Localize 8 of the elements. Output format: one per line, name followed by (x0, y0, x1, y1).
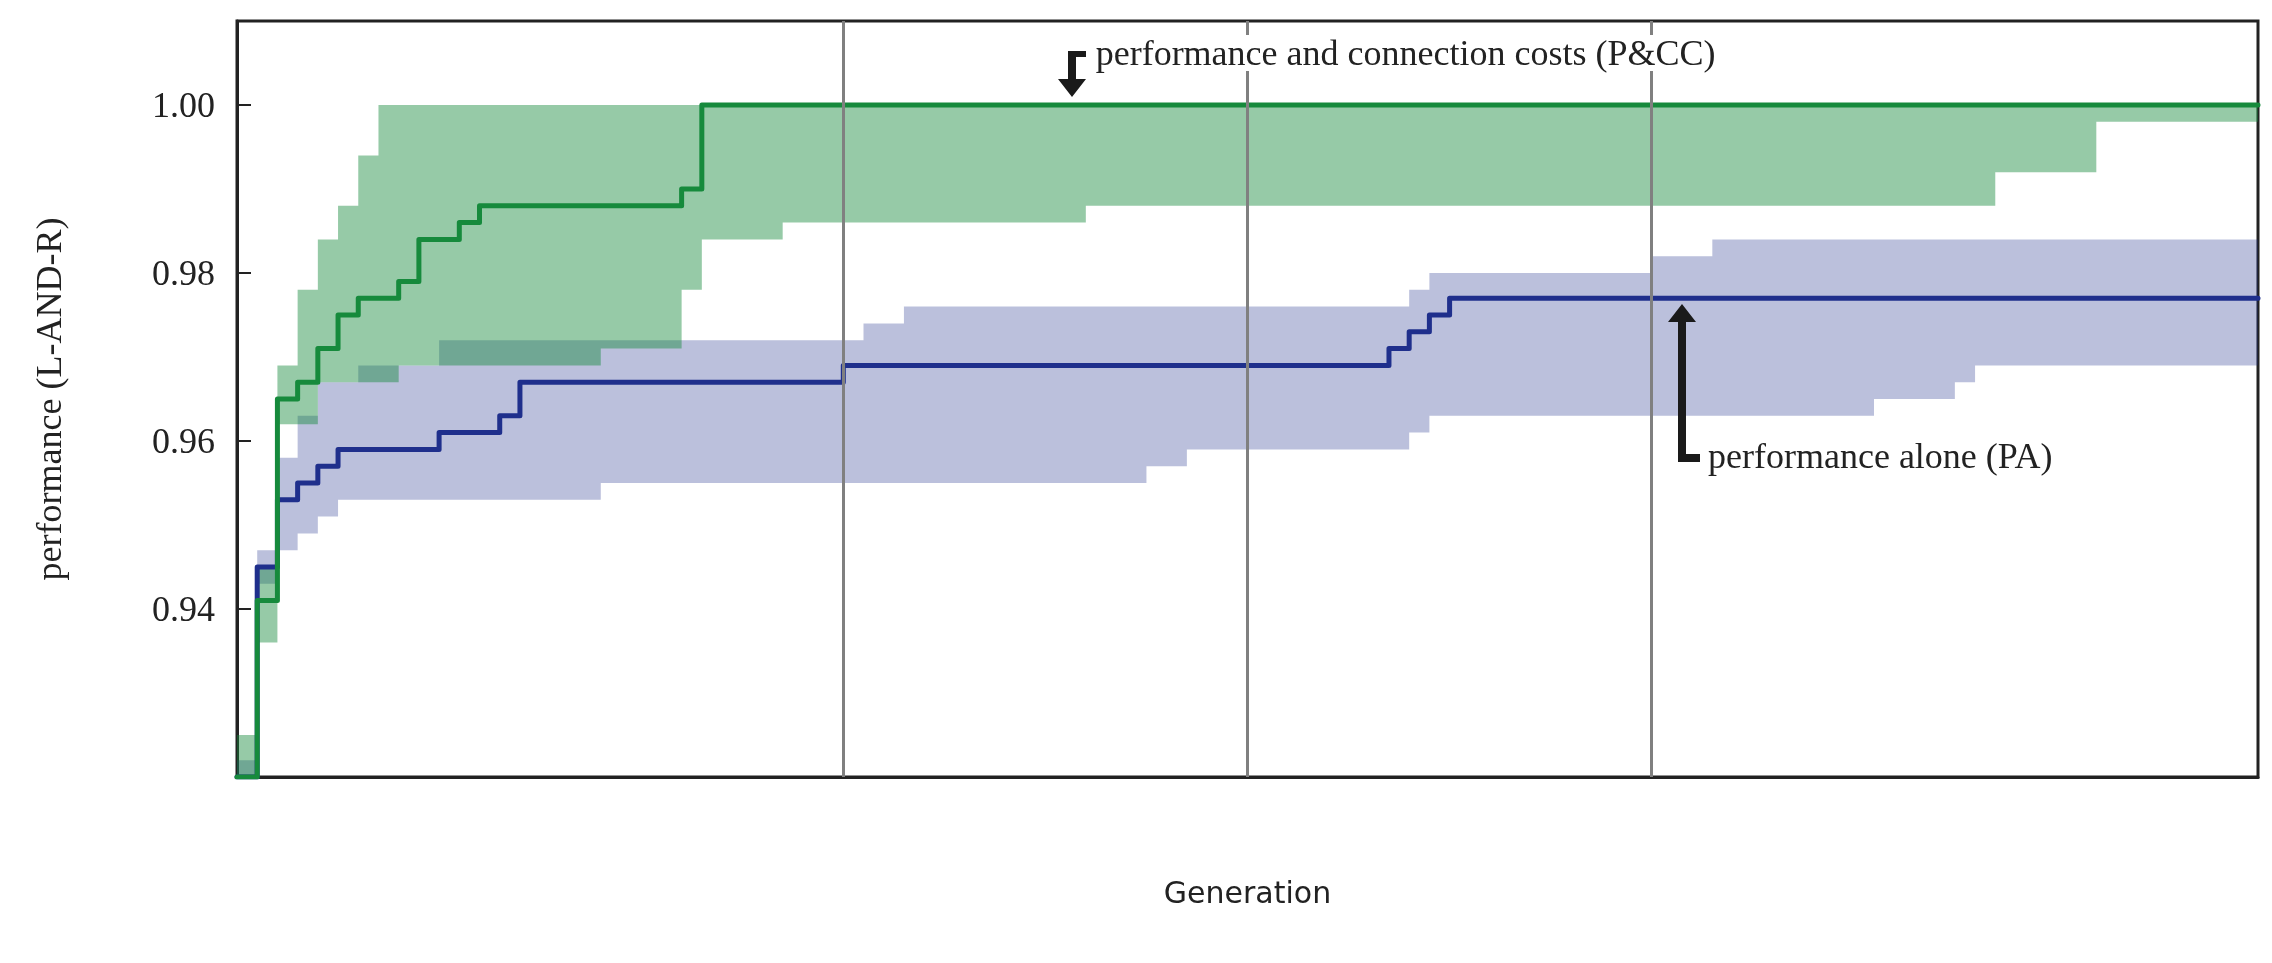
annotation: performance alone (PA) (1706, 436, 2055, 477)
y-tick-label: 1.00 (152, 85, 215, 125)
annotation: performance and connection costs (P&CC) (1093, 33, 1718, 73)
y-axis-title: performance (L-AND-R) (29, 217, 69, 581)
y-tick-label: 0.98 (152, 253, 215, 293)
y-tick-label: 0.96 (152, 421, 215, 461)
y-tick-label: 0.94 (152, 589, 215, 629)
x-axis-title: Generation (1163, 874, 1332, 910)
